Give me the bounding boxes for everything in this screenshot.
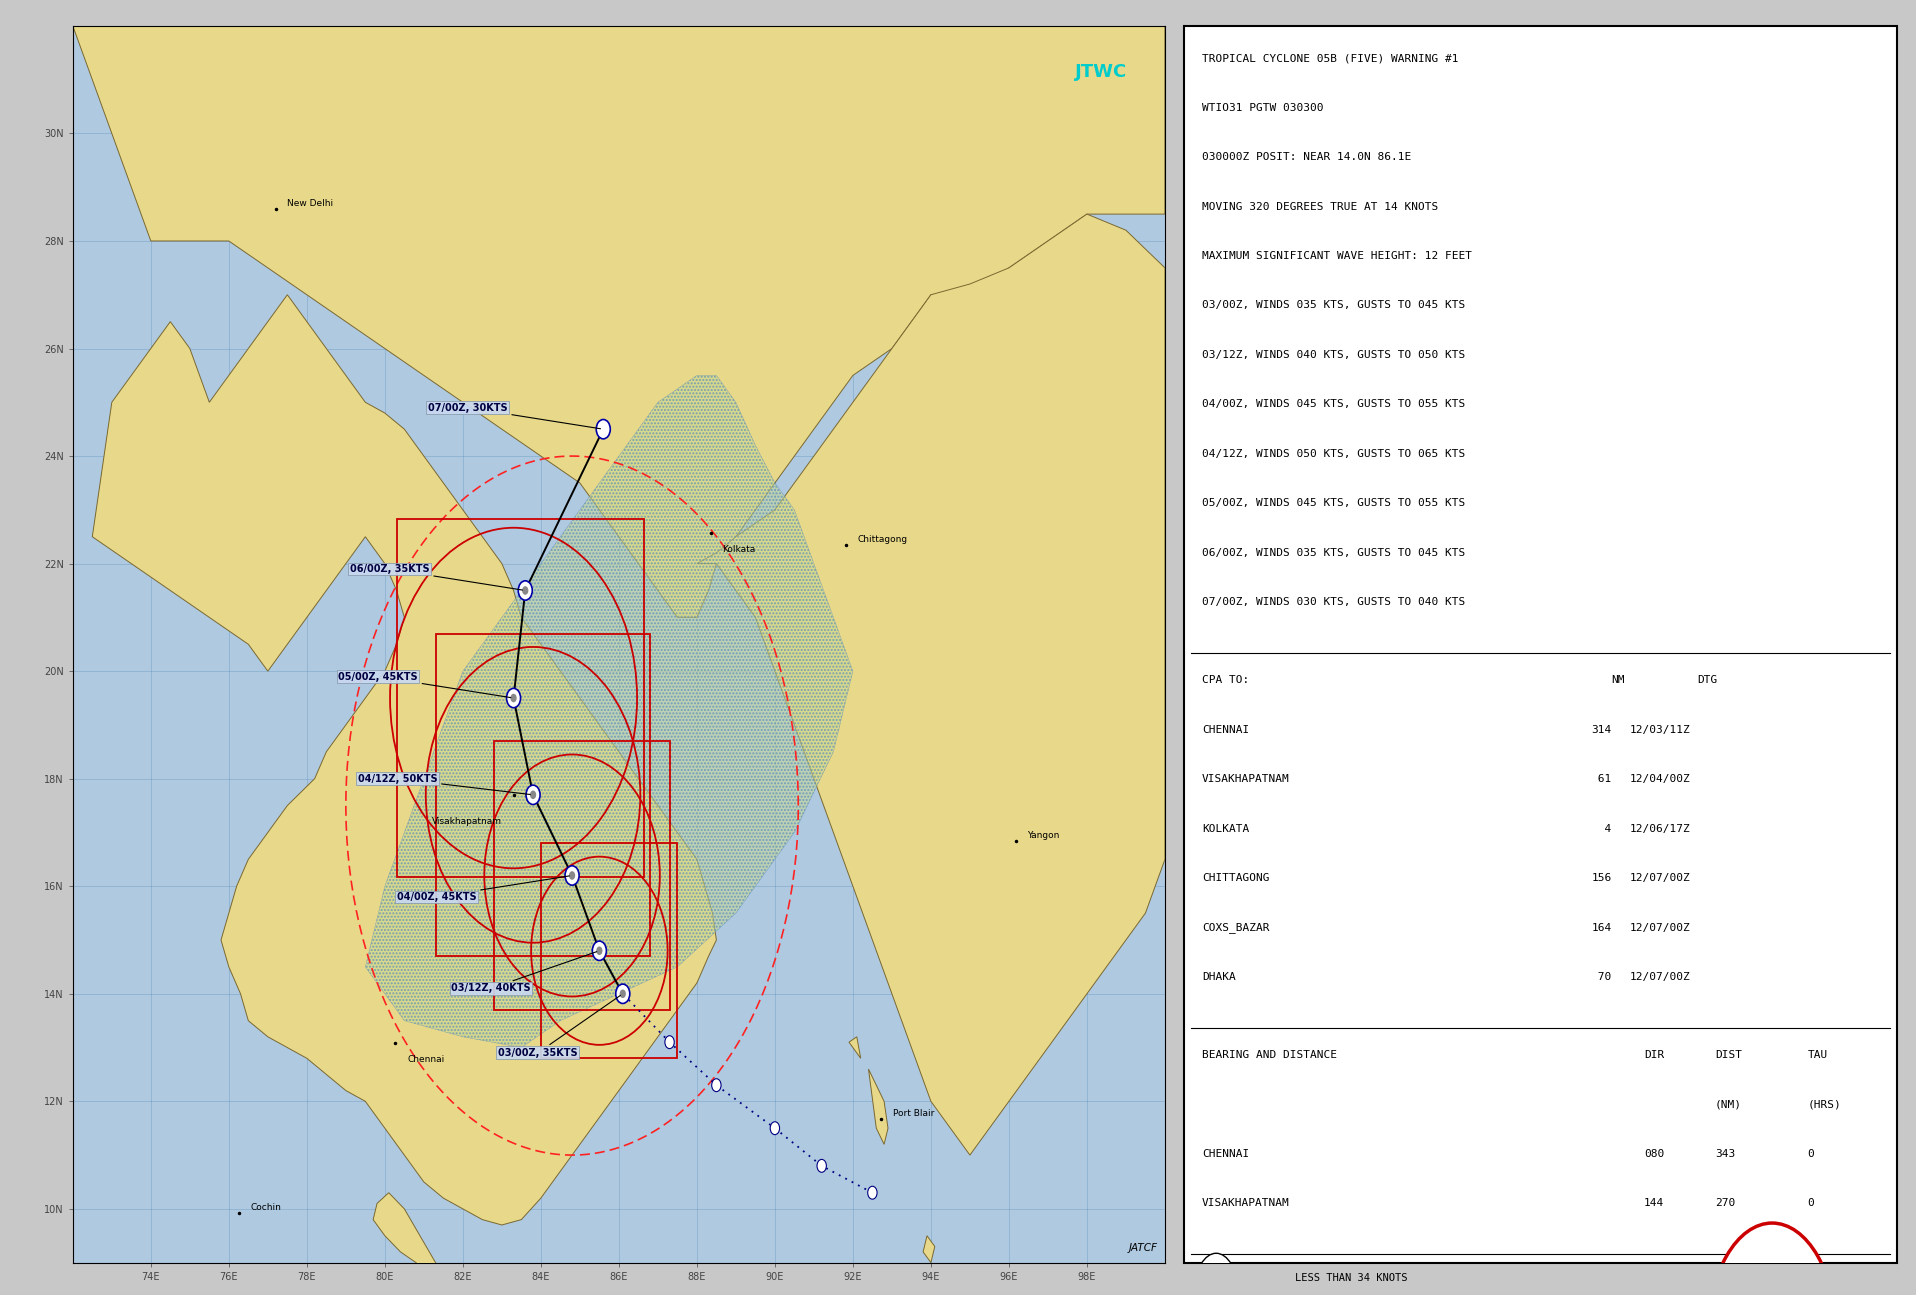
Polygon shape bbox=[374, 1193, 460, 1295]
Text: 343: 343 bbox=[1715, 1149, 1736, 1159]
Text: NM: NM bbox=[1611, 675, 1625, 685]
Circle shape bbox=[665, 1036, 674, 1049]
Text: Chittagong: Chittagong bbox=[858, 535, 908, 544]
Text: 05/00Z, 45KTS: 05/00Z, 45KTS bbox=[337, 672, 512, 698]
Text: 314: 314 bbox=[1592, 725, 1611, 734]
Text: MAXIMUM SIGNIFICANT WAVE HEIGHT: 12 FEET: MAXIMUM SIGNIFICANT WAVE HEIGHT: 12 FEET bbox=[1201, 251, 1471, 262]
Circle shape bbox=[527, 785, 540, 804]
Text: Port Blair: Port Blair bbox=[893, 1110, 935, 1118]
Circle shape bbox=[619, 989, 627, 998]
Text: 05/00Z, WINDS 045 KTS, GUSTS TO 055 KTS: 05/00Z, WINDS 045 KTS, GUSTS TO 055 KTS bbox=[1201, 499, 1466, 509]
Text: Visakhapatnam: Visakhapatnam bbox=[431, 817, 502, 826]
Text: Cochin: Cochin bbox=[251, 1203, 282, 1212]
Text: 06/00Z, WINDS 035 KTS, GUSTS TO 045 KTS: 06/00Z, WINDS 035 KTS, GUSTS TO 045 KTS bbox=[1201, 548, 1466, 558]
Text: CHITTAGONG: CHITTAGONG bbox=[1201, 873, 1270, 883]
Text: 12/07/00Z: 12/07/00Z bbox=[1629, 873, 1690, 883]
Text: 07/00Z, 30KTS: 07/00Z, 30KTS bbox=[427, 403, 600, 429]
Text: TAU: TAU bbox=[1807, 1050, 1828, 1059]
Circle shape bbox=[565, 866, 579, 886]
Circle shape bbox=[592, 941, 605, 961]
Text: CPA TO:: CPA TO: bbox=[1201, 675, 1249, 685]
Text: BEARING AND DISTANCE: BEARING AND DISTANCE bbox=[1201, 1050, 1337, 1059]
Circle shape bbox=[569, 872, 575, 879]
Circle shape bbox=[523, 587, 529, 594]
Bar bbox=[494, 741, 669, 1010]
Circle shape bbox=[770, 1121, 780, 1134]
Circle shape bbox=[1196, 1254, 1238, 1295]
Text: COXS_BAZAR: COXS_BAZAR bbox=[1201, 922, 1270, 934]
Circle shape bbox=[615, 984, 630, 1004]
Circle shape bbox=[1707, 1222, 1836, 1295]
Polygon shape bbox=[73, 26, 1165, 618]
Text: (HRS): (HRS) bbox=[1807, 1099, 1841, 1110]
Bar bbox=[540, 843, 678, 1058]
Polygon shape bbox=[697, 214, 1165, 1155]
Circle shape bbox=[1207, 1274, 1226, 1295]
Text: CHENNAI: CHENNAI bbox=[1201, 1149, 1249, 1159]
Text: 04/00Z, 45KTS: 04/00Z, 45KTS bbox=[397, 875, 569, 903]
Circle shape bbox=[596, 947, 602, 954]
Text: 0: 0 bbox=[1807, 1198, 1814, 1208]
Circle shape bbox=[711, 1079, 720, 1092]
Text: 144: 144 bbox=[1644, 1198, 1665, 1208]
Text: 080: 080 bbox=[1644, 1149, 1665, 1159]
Text: 12/07/00Z: 12/07/00Z bbox=[1629, 922, 1690, 932]
Polygon shape bbox=[924, 1235, 935, 1263]
Text: 03/12Z, WINDS 040 KTS, GUSTS TO 050 KTS: 03/12Z, WINDS 040 KTS, GUSTS TO 050 KTS bbox=[1201, 350, 1466, 360]
Text: 06/00Z, 35KTS: 06/00Z, 35KTS bbox=[351, 565, 523, 591]
Text: VISAKHAPATNAM: VISAKHAPATNAM bbox=[1201, 1198, 1289, 1208]
Text: 270: 270 bbox=[1715, 1198, 1736, 1208]
Text: 07/00Z, WINDS 030 KTS, GUSTS TO 040 KTS: 07/00Z, WINDS 030 KTS, GUSTS TO 040 KTS bbox=[1201, 597, 1466, 607]
Text: 04/12Z, WINDS 050 KTS, GUSTS TO 065 KTS: 04/12Z, WINDS 050 KTS, GUSTS TO 065 KTS bbox=[1201, 449, 1466, 458]
Circle shape bbox=[596, 420, 611, 439]
Text: JTWC: JTWC bbox=[1075, 63, 1127, 82]
Circle shape bbox=[510, 694, 517, 702]
Polygon shape bbox=[366, 376, 853, 1048]
Text: DTG: DTG bbox=[1698, 675, 1717, 685]
Text: Chennai: Chennai bbox=[406, 1055, 445, 1064]
Text: LESS THAN 34 KNOTS: LESS THAN 34 KNOTS bbox=[1295, 1273, 1406, 1282]
Text: CHENNAI: CHENNAI bbox=[1201, 725, 1249, 734]
Text: DIST: DIST bbox=[1715, 1050, 1742, 1059]
Circle shape bbox=[506, 689, 521, 707]
Text: 61: 61 bbox=[1592, 774, 1611, 783]
Text: 70: 70 bbox=[1592, 973, 1611, 982]
Text: VISAKHAPATNAM: VISAKHAPATNAM bbox=[1201, 774, 1289, 783]
Circle shape bbox=[517, 581, 533, 600]
Text: Kolkata: Kolkata bbox=[722, 545, 757, 553]
Text: 4: 4 bbox=[1592, 824, 1611, 834]
Text: 156: 156 bbox=[1592, 873, 1611, 883]
Text: 03/00Z, WINDS 035 KTS, GUSTS TO 045 KTS: 03/00Z, WINDS 035 KTS, GUSTS TO 045 KTS bbox=[1201, 300, 1466, 311]
Text: 04/00Z, WINDS 045 KTS, GUSTS TO 055 KTS: 04/00Z, WINDS 045 KTS, GUSTS TO 055 KTS bbox=[1201, 399, 1466, 409]
Text: MOVING 320 DEGREES TRUE AT 14 KNOTS: MOVING 320 DEGREES TRUE AT 14 KNOTS bbox=[1201, 202, 1439, 211]
Text: TROPICAL CYCLONE 05B (FIVE) WARNING #1: TROPICAL CYCLONE 05B (FIVE) WARNING #1 bbox=[1201, 53, 1458, 63]
Text: 03/00Z, 35KTS: 03/00Z, 35KTS bbox=[498, 996, 621, 1058]
Text: New Delhi: New Delhi bbox=[287, 199, 333, 207]
Text: 04/12Z, 50KTS: 04/12Z, 50KTS bbox=[358, 773, 531, 795]
Text: 030000Z POSIT: NEAR 14.0N 86.1E: 030000Z POSIT: NEAR 14.0N 86.1E bbox=[1201, 152, 1412, 162]
Text: DHAKA: DHAKA bbox=[1201, 973, 1236, 982]
Text: (NM): (NM) bbox=[1715, 1099, 1742, 1110]
Text: 12/07/00Z: 12/07/00Z bbox=[1629, 973, 1690, 982]
Polygon shape bbox=[868, 1070, 887, 1145]
Text: Yangon: Yangon bbox=[1027, 830, 1060, 839]
Text: 03/12Z, 40KTS: 03/12Z, 40KTS bbox=[450, 952, 596, 993]
Text: DIR: DIR bbox=[1644, 1050, 1665, 1059]
Text: WTIO31 PGTW 030300: WTIO31 PGTW 030300 bbox=[1201, 102, 1324, 113]
Text: 164: 164 bbox=[1592, 922, 1611, 932]
Polygon shape bbox=[92, 295, 717, 1225]
Text: 12/06/17Z: 12/06/17Z bbox=[1629, 824, 1690, 834]
Polygon shape bbox=[849, 1037, 860, 1058]
Circle shape bbox=[816, 1159, 826, 1172]
Text: JATCF: JATCF bbox=[1129, 1243, 1157, 1252]
Circle shape bbox=[868, 1186, 878, 1199]
Text: KOLKATA: KOLKATA bbox=[1201, 824, 1249, 834]
Bar bbox=[397, 519, 644, 877]
Text: 12/04/00Z: 12/04/00Z bbox=[1629, 774, 1690, 783]
Circle shape bbox=[531, 790, 536, 799]
Bar bbox=[435, 633, 650, 956]
Text: 0: 0 bbox=[1807, 1149, 1814, 1159]
Text: 12/03/11Z: 12/03/11Z bbox=[1629, 725, 1690, 734]
